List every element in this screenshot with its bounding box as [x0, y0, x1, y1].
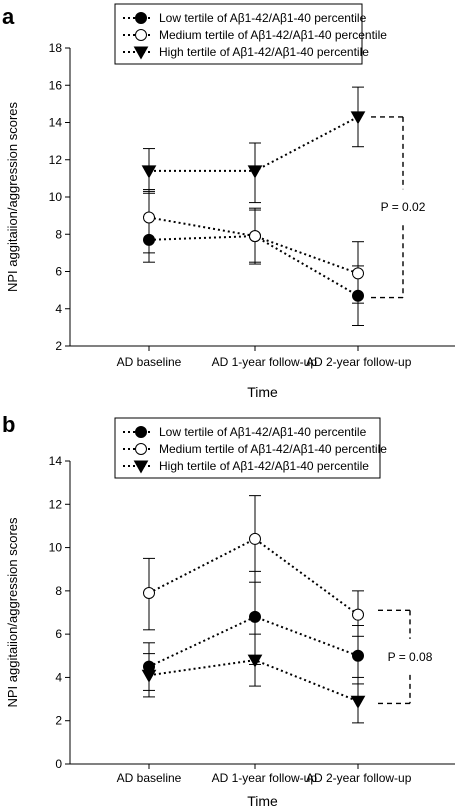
data-point: [352, 267, 364, 280]
data-point: [350, 695, 366, 709]
legend-marker: [135, 12, 147, 24]
x-tick-label: AD 1-year follow-up: [212, 355, 318, 369]
panel-label: b: [2, 412, 15, 437]
p-value-label: P = 0.02: [381, 200, 426, 214]
legend-entry: High tertile of Aβ1-42/Aβ1-40 percentile: [159, 459, 369, 473]
y-tick-label: 16: [49, 78, 63, 92]
series-line: [148, 235, 359, 297]
legend-entry: Medium tertile of Aβ1-42/Aβ1-40 percenti…: [159, 28, 387, 42]
y-tick-label: 6: [55, 265, 62, 279]
legend-marker: [135, 443, 147, 455]
y-axis-label: NPI aggitaiion/aggression scores: [5, 101, 20, 292]
data-point: [247, 654, 263, 668]
data-point: [143, 587, 155, 600]
y-tick-label: 4: [55, 302, 62, 316]
legend-entry: Low tertile of Aβ1-42/Aβ1-40 percentile: [159, 425, 367, 439]
series-line: [148, 615, 359, 668]
data-point: [249, 230, 261, 243]
y-axis-label: NPI aggitaiion/aggression scores: [5, 517, 20, 708]
data-point: [249, 532, 261, 545]
y-tick-label: 10: [49, 541, 63, 555]
legend: Low tertile of Aβ1-42/Aβ1-40 percentile M…: [114, 417, 387, 479]
y-tick-label: 2: [55, 714, 62, 728]
significance-bracket: P = 0.08: [378, 609, 433, 705]
y-tick-label: 10: [49, 190, 63, 204]
series-line: [149, 116, 359, 172]
data-point: [141, 669, 157, 683]
data-point: [249, 610, 261, 623]
series-line: [148, 537, 359, 616]
legend-entry: High tertile of Aβ1-42/Aβ1-40 percentile: [159, 45, 369, 59]
legend: Low tertile of Aβ1-42/Aβ1-40 percentile M…: [114, 3, 387, 65]
legend-marker: [135, 29, 147, 41]
legend-marker: [133, 460, 149, 474]
y-tick-label: 0: [55, 757, 62, 771]
series-3: [141, 86, 366, 204]
y-tick-label: 8: [55, 584, 62, 598]
panel-label: a: [2, 4, 15, 29]
y-tick-label: 12: [49, 153, 63, 167]
y-tick-label: 8: [55, 227, 62, 241]
legend-box: [114, 3, 363, 65]
x-tick-label: AD 2-year follow-up: [306, 355, 412, 369]
y-tick-label: 4: [55, 670, 62, 684]
y-tick-label: 12: [49, 497, 63, 511]
legend-marker: [135, 426, 147, 438]
series-1: [143, 570, 364, 691]
y-tick-label: 18: [49, 41, 63, 55]
series-3: [141, 633, 366, 724]
series-line: [148, 216, 359, 275]
legend-marker: [133, 46, 149, 60]
legend-box: [114, 417, 381, 479]
legend-entry: Low tertile of Aβ1-42/Aβ1-40 percentile: [159, 11, 367, 25]
x-tick-label: AD 1-year follow-up: [212, 771, 318, 785]
series-2: [143, 189, 364, 304]
x-tick-label: AD baseline: [117, 355, 182, 369]
x-tick-label: AD baseline: [117, 771, 182, 785]
y-tick-label: 6: [55, 627, 62, 641]
data-point: [141, 165, 157, 179]
x-axis-label: Time: [247, 793, 278, 809]
chart-panel-a: a 2 4 6 8 10 12 14 16 18 AD baseline AD 1-year foll…: [2, 3, 455, 400]
significance-bracket: P = 0.02: [371, 116, 426, 299]
p-value-label: P = 0.08: [388, 650, 433, 664]
data-point: [350, 111, 366, 125]
series-2: [143, 495, 364, 637]
x-tick-label: AD 2-year follow-up: [306, 771, 412, 785]
legend-entry: Medium tertile of Aβ1-42/Aβ1-40 percenti…: [159, 442, 387, 456]
data-point: [247, 165, 263, 179]
series-line: [148, 659, 359, 703]
series-1: [143, 190, 364, 327]
data-point: [352, 649, 364, 662]
x-axis-label: Time: [247, 384, 278, 400]
y-tick-label: 2: [55, 339, 62, 353]
data-point: [352, 608, 364, 621]
chart-panel-b: b 0 2 4 6 8 10 12 14 AD baseline AD 1-year follow-…: [2, 412, 455, 809]
y-tick-label: 14: [49, 116, 63, 130]
data-point: [143, 211, 155, 224]
y-tick-label: 14: [49, 454, 63, 468]
